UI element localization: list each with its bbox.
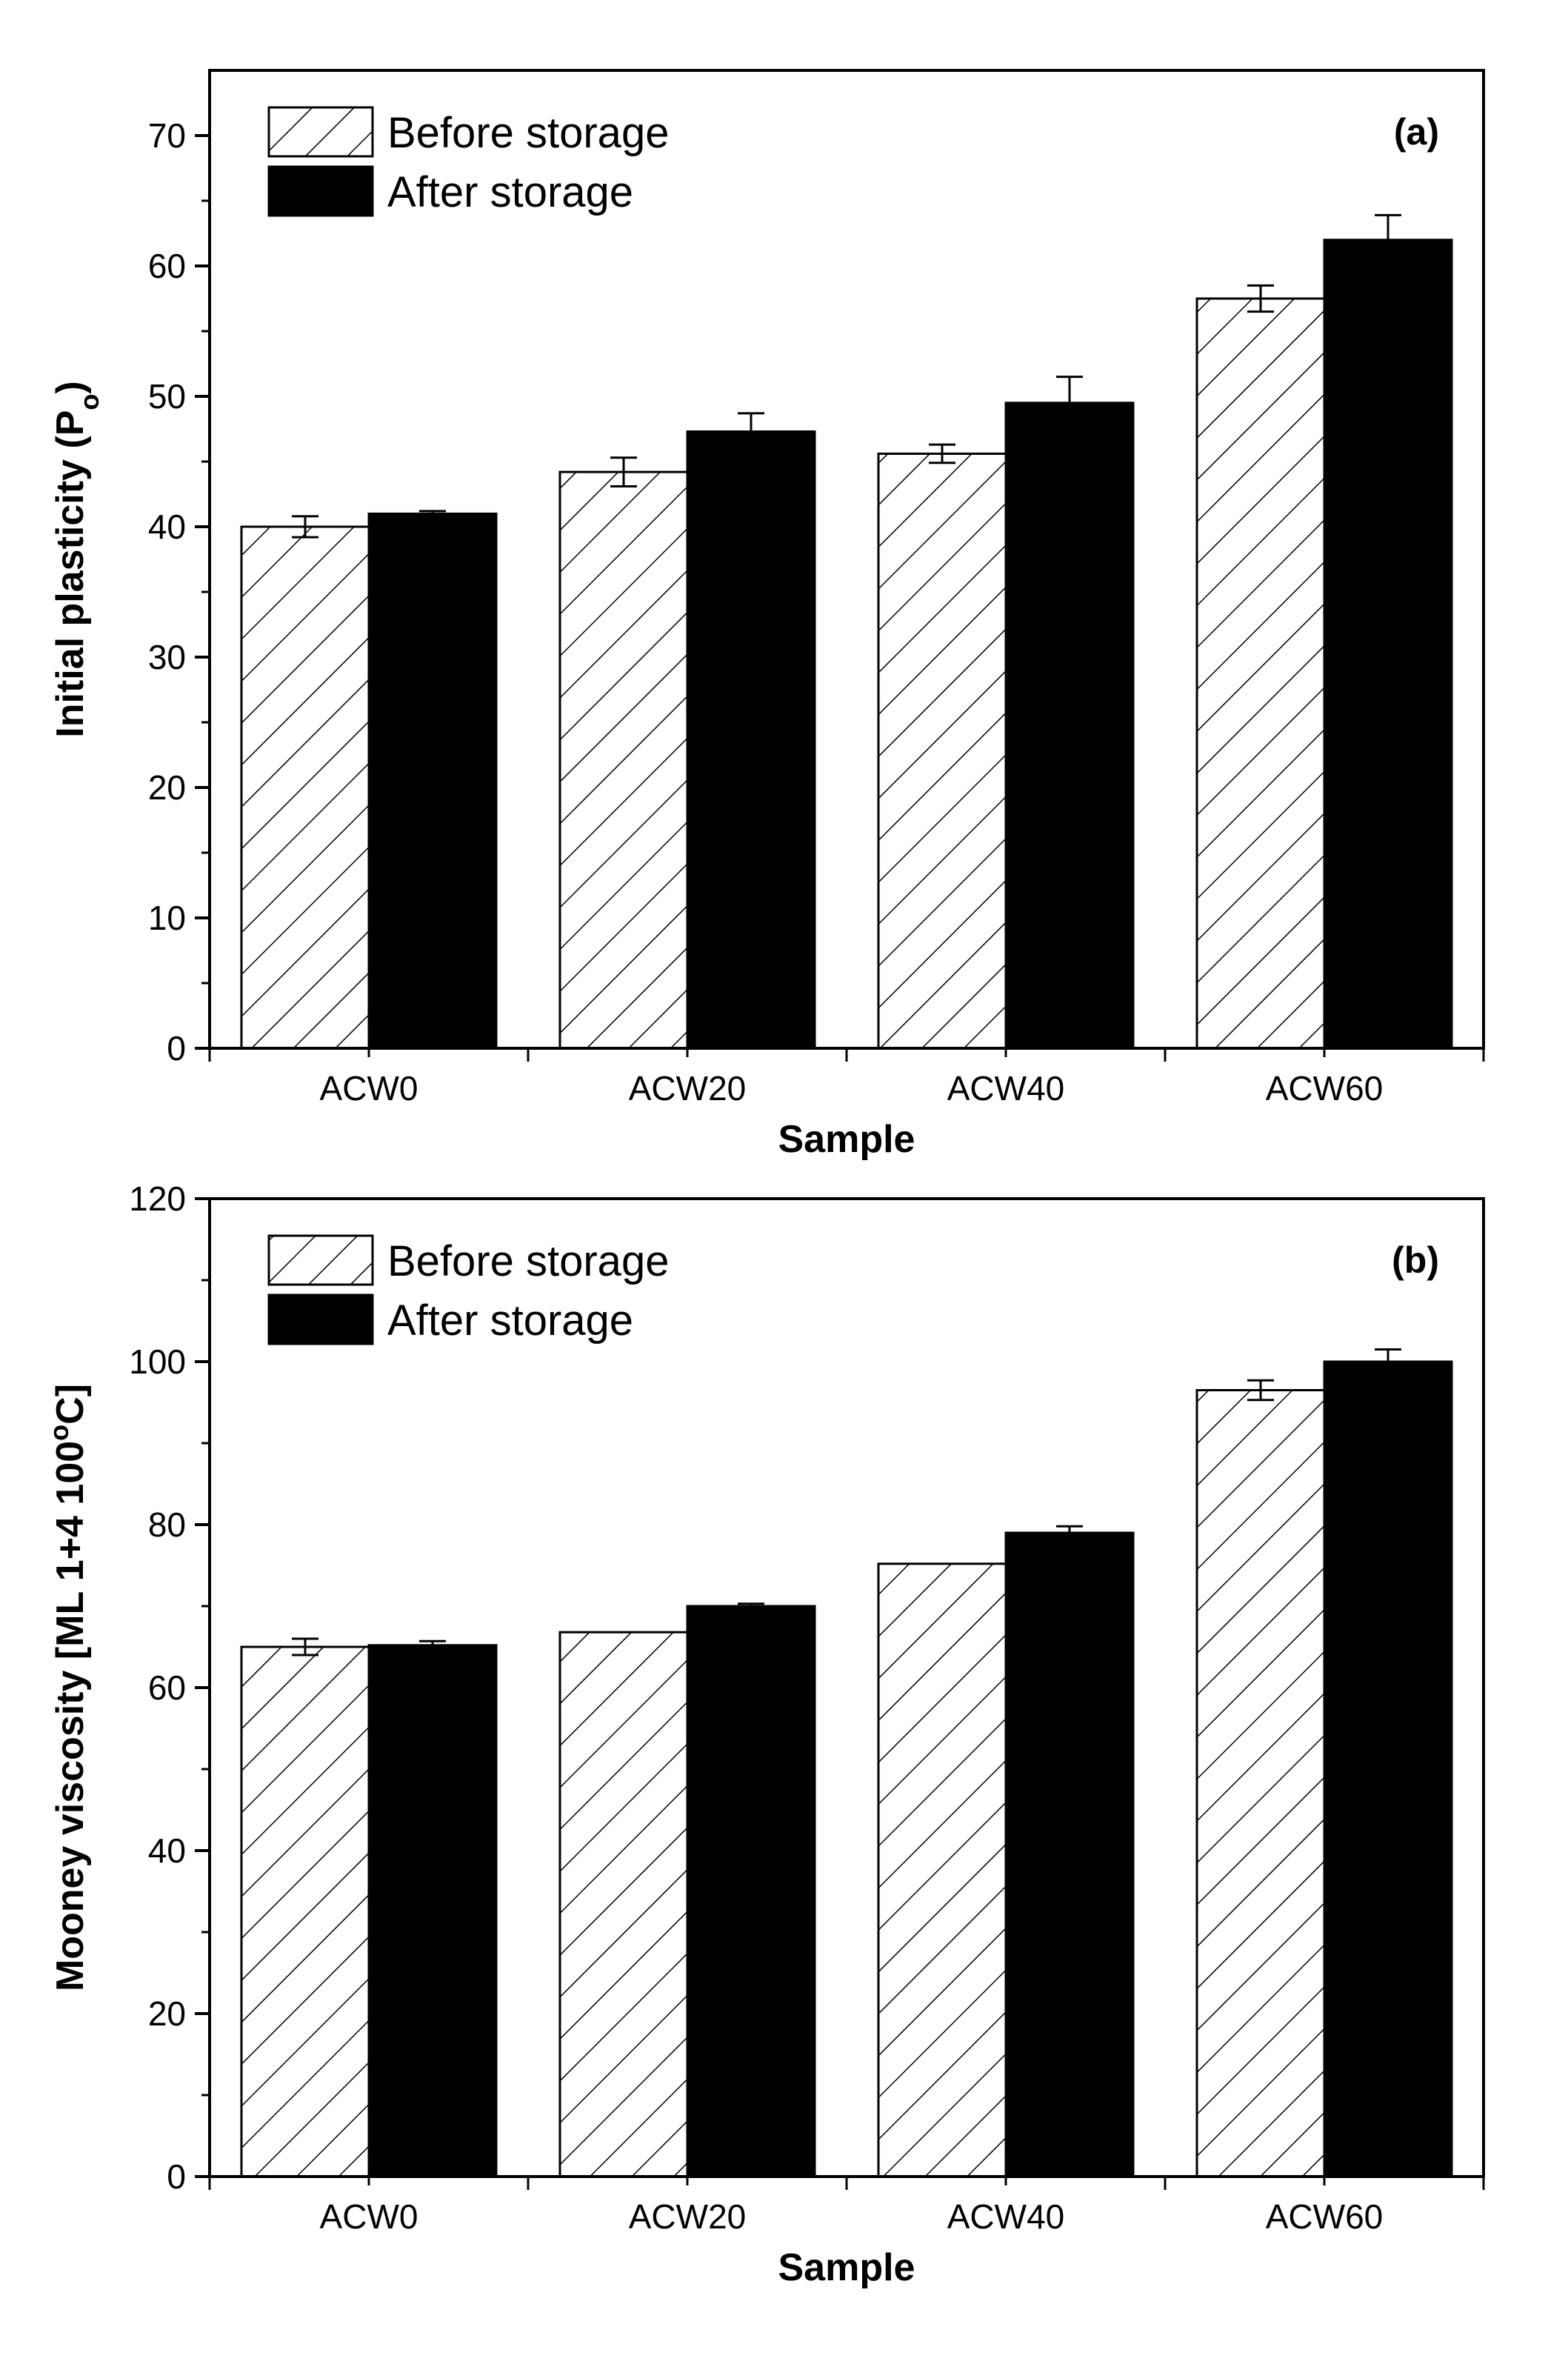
bar-before-storage-acw20 xyxy=(558,470,689,1050)
error-bar-after-storage-acw20 xyxy=(738,412,764,451)
x-tick-label: ACW60 xyxy=(1266,2197,1383,2236)
bar-before-storage-acw60 xyxy=(1195,297,1326,1050)
legend-label-after-storage: After storage xyxy=(387,168,633,216)
legend-swatch-before-storage xyxy=(267,1234,374,1286)
legend: Before storage After storage xyxy=(267,1234,669,1345)
legend-label-after-storage: After storage xyxy=(387,1296,633,1345)
x-tick-label: ACW0 xyxy=(320,2197,418,2236)
y-axis-title: Mooney viscosity [ML 1+4 100oC] xyxy=(44,1384,93,1991)
y-tick-label: 0 xyxy=(167,1029,186,1068)
x-tick-label: ACW60 xyxy=(1266,1069,1383,1108)
error-bars xyxy=(292,213,1401,539)
y-axis-title-sub: o xyxy=(74,394,104,410)
y-tick-label: 80 xyxy=(148,1505,186,1544)
chart-panel-a: 0 10 20 30 40 50 60 70 ACW0 ACW20 ACW40 ACW60 Samp… xyxy=(49,69,1485,1161)
bar-after-storage-acw20 xyxy=(686,1605,816,2178)
y-tick-label: 50 xyxy=(148,377,186,416)
error-bar-after-storage-acw20 xyxy=(738,1602,764,1610)
y-axis-title-main: Initial plasticity (P xyxy=(49,410,92,738)
x-axis-title: Sample xyxy=(778,2246,915,2289)
y-tick-label: 60 xyxy=(148,1668,186,1707)
x-axis: ACW0 ACW20 ACW40 ACW60 xyxy=(208,2177,1485,2236)
bar-after-storage-acw40 xyxy=(1004,402,1135,1050)
bar-after-storage-acw60 xyxy=(1323,239,1453,1050)
error-bar-after-storage-acw60 xyxy=(1375,1348,1401,1375)
x-tick-label: ACW40 xyxy=(947,2197,1064,2236)
y-axis-title-tail: C] xyxy=(49,1384,92,1425)
bar-before-storage-acw20 xyxy=(558,1631,689,2178)
error-bars xyxy=(292,1348,1401,1657)
y-tick-label: 100 xyxy=(129,1342,186,1381)
error-bar-after-storage-acw0 xyxy=(419,1639,446,1651)
x-tick-label: ACW20 xyxy=(629,2197,746,2236)
x-tick-label: ACW20 xyxy=(629,1069,746,1108)
bar-after-storage-acw60 xyxy=(1323,1360,1453,2178)
error-bar-after-storage-acw40 xyxy=(1056,1525,1083,1541)
bar-before-storage-acw0 xyxy=(240,1645,370,2178)
legend-label-before-storage: Before storage xyxy=(387,1237,669,1285)
y-tick-label: 20 xyxy=(148,768,186,807)
error-bar-before-storage-acw0 xyxy=(292,515,318,539)
y-axis-title-main: Mooney viscosity [ML 1+4 100 xyxy=(49,1441,92,1991)
legend-label-before-storage: Before storage xyxy=(387,109,669,157)
bars xyxy=(240,1360,1453,2178)
bar-after-storage-acw0 xyxy=(367,512,498,1050)
legend: Before storage After storage xyxy=(267,106,669,217)
y-axis-title-sup: o xyxy=(44,1425,74,1441)
panel-label: (b) xyxy=(1392,1239,1439,1281)
error-bar-before-storage-acw60 xyxy=(1247,284,1274,313)
chart-panel-b: 0 20 40 60 80 100 120 ACW0 ACW20 ACW40 ACW60 Samp… xyxy=(44,1179,1485,2289)
bar-before-storage-acw40 xyxy=(877,452,1007,1050)
x-axis: ACW0 ACW20 ACW40 ACW60 xyxy=(208,1048,1485,1108)
bar-before-storage-acw60 xyxy=(1195,1389,1326,2178)
error-bar-before-storage-acw0 xyxy=(292,1637,318,1657)
y-axis-title-tail: ) xyxy=(49,381,92,393)
legend-swatch-before-storage xyxy=(267,106,374,158)
error-bar-after-storage-acw60 xyxy=(1375,213,1401,266)
bar-after-storage-acw40 xyxy=(1004,1531,1135,2178)
bar-after-storage-acw0 xyxy=(367,1644,498,2178)
error-bar-before-storage-acw20 xyxy=(610,456,637,487)
y-tick-label: 70 xyxy=(148,116,186,155)
x-tick-label: ACW0 xyxy=(320,1069,418,1108)
panel-label: (a) xyxy=(1394,111,1439,153)
error-bar-after-storage-acw40 xyxy=(1056,376,1083,430)
y-tick-label: 0 xyxy=(167,2157,186,2196)
bar-before-storage-acw0 xyxy=(240,525,370,1050)
y-axis: 0 10 20 30 40 50 60 70 xyxy=(148,116,210,1068)
y-axis-title: Initial plasticity (Po) xyxy=(49,381,104,737)
error-bar-before-storage-acw60 xyxy=(1247,1379,1274,1402)
error-bar-after-storage-acw0 xyxy=(419,510,446,518)
y-axis: 0 20 40 60 80 100 120 xyxy=(129,1179,210,2196)
error-bar-before-storage-acw40 xyxy=(929,443,955,465)
bars xyxy=(240,239,1453,1050)
y-tick-label: 20 xyxy=(148,1994,186,2033)
legend-swatch-after-storage xyxy=(267,1293,374,1345)
legend-swatch-after-storage xyxy=(267,165,374,217)
y-tick-label: 120 xyxy=(129,1179,186,1218)
x-tick-label: ACW40 xyxy=(947,1069,1064,1108)
y-tick-label: 40 xyxy=(148,1831,186,1870)
bar-after-storage-acw20 xyxy=(686,430,816,1050)
y-tick-label: 30 xyxy=(148,638,186,676)
y-tick-label: 10 xyxy=(148,899,186,937)
bar-before-storage-acw40 xyxy=(877,1562,1007,2178)
y-tick-label: 40 xyxy=(148,507,186,546)
y-tick-label: 60 xyxy=(148,247,186,285)
x-axis-title: Sample xyxy=(778,1118,915,1161)
